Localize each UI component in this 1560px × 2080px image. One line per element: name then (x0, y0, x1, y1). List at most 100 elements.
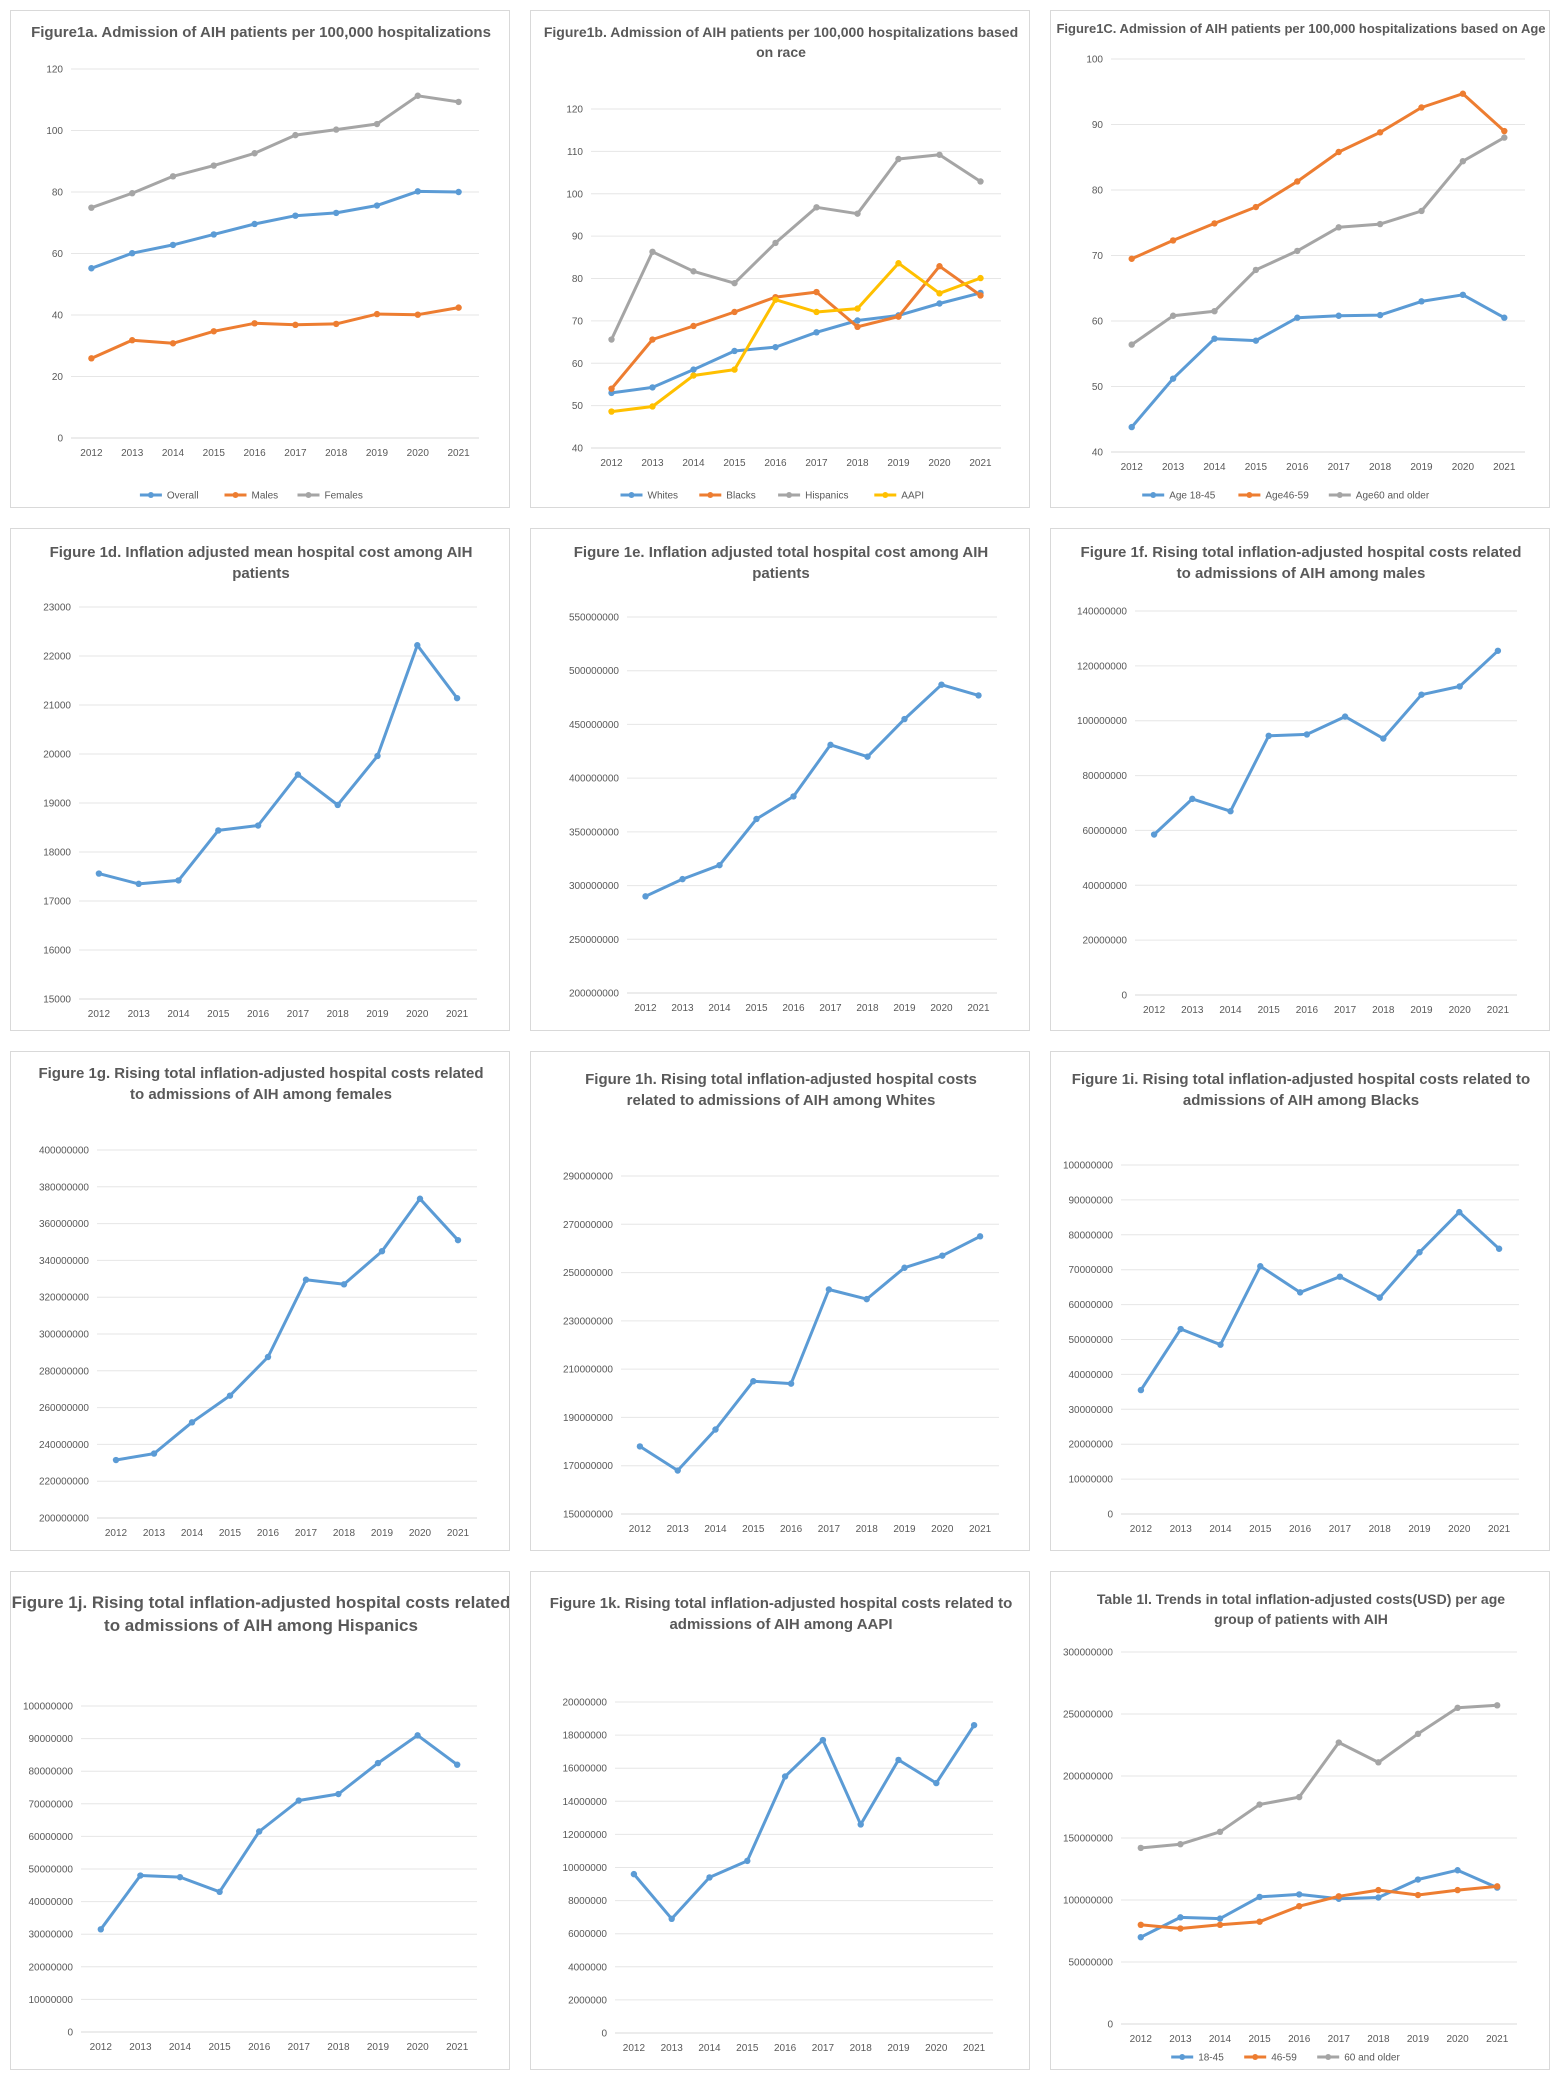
data-point (1459, 157, 1467, 165)
data-point (895, 260, 902, 267)
data-point (416, 1195, 424, 1202)
x-tick-label: 2014 (1203, 462, 1226, 473)
x-tick-label: 2020 (406, 1009, 429, 1020)
data-point (1257, 1263, 1264, 1270)
x-tick-label: 2020 (930, 1003, 953, 1014)
data-point (933, 1779, 940, 1787)
data-point (976, 1233, 984, 1240)
y-tick-label: 10000000 (1069, 1475, 1114, 1486)
data-point (1418, 298, 1425, 305)
legend-item: AAPI (874, 491, 924, 502)
fig1e-panel: Figure 1e. Inflation adjusted total hosp… (530, 528, 1030, 1031)
data-point (668, 1915, 675, 1923)
x-tick-label: 2021 (1493, 462, 1516, 473)
y-tick-label: 210000000 (563, 1365, 613, 1376)
y-tick-label: 60000000 (1083, 826, 1128, 837)
data-point (1380, 735, 1387, 742)
data-point (454, 1761, 461, 1768)
y-tick-label: 40 (572, 444, 584, 455)
y-tick-label: 100 (46, 126, 63, 137)
x-tick-label: 2018 (856, 1524, 879, 1535)
data-point (690, 322, 697, 330)
x-tick-label: 2012 (1121, 462, 1144, 473)
fig1a-title: Figure1a. Admission of AIH patients per … (31, 24, 491, 41)
fig1b-panel: Figure1b. Admission of AIH patients per … (530, 10, 1030, 508)
y-tick-label: 220000000 (39, 1477, 89, 1488)
y-tick-label: 30000000 (29, 1930, 74, 1941)
series-line-females (89, 94, 461, 210)
y-tick-label: 80000000 (1083, 771, 1128, 782)
legend-label: Age46-59 (1265, 491, 1309, 502)
y-tick-label: 17000 (43, 897, 71, 908)
x-tick-label: 2017 (1328, 2034, 1351, 2045)
y-tick-label: 40000000 (1069, 1370, 1114, 1381)
x-tick-label: 2018 (325, 448, 348, 459)
fig1i-title: Figure 1i. Rising total inflation-adjust… (1072, 1071, 1530, 1109)
y-tick-label: 0 (67, 2028, 73, 2039)
data-point (1414, 1730, 1422, 1738)
y-tick-label: 20000000 (1069, 1440, 1114, 1451)
x-tick-label: 2019 (893, 1524, 916, 1535)
x-tick-label: 2013 (128, 1009, 151, 1020)
data-point (787, 1380, 795, 1387)
legend-label: AAPI (901, 491, 924, 502)
y-tick-label: 18000 (43, 848, 71, 859)
x-tick-label: 2018 (850, 2043, 873, 2054)
y-tick-label: 320000000 (39, 1293, 89, 1304)
data-point (1150, 831, 1158, 838)
x-tick-label: 2020 (925, 2043, 948, 2054)
data-point (1137, 1844, 1144, 1852)
legend-label: Females (325, 491, 363, 502)
x-tick-label: 2020 (1449, 1005, 1472, 1016)
legend-item: Age60 and older (1328, 491, 1430, 502)
data-point (895, 1756, 902, 1764)
fig1b-svg: Figure1b. Admission of AIH patients per … (544, 24, 1018, 502)
data-point (1414, 1891, 1422, 1899)
data-point (690, 366, 697, 373)
y-tick-label: 50 (1092, 382, 1104, 393)
y-tick-label: 12000000 (563, 1830, 608, 1841)
x-tick-label: 2018 (1369, 462, 1392, 473)
data-point (790, 793, 797, 800)
fig1h-panel: Figure 1h. Rising total inflation-adjust… (530, 1051, 1030, 1551)
data-point (1137, 1386, 1145, 1394)
legend-label: 18-45 (1198, 2053, 1224, 2064)
data-point (1418, 207, 1425, 215)
legend-label: Age60 and older (1356, 491, 1430, 502)
y-tick-label: 100000000 (1077, 716, 1127, 727)
x-tick-label: 2012 (634, 1003, 657, 1014)
legend-label: Males (252, 491, 279, 502)
series-line-main (1152, 649, 1500, 836)
y-tick-label: 18000000 (563, 1731, 608, 1742)
data-point (333, 320, 340, 328)
x-tick-label: 2013 (641, 458, 664, 469)
x-tick-label: 2015 (745, 1003, 768, 1014)
data-point (95, 870, 103, 877)
data-point (642, 893, 649, 900)
data-point (1376, 220, 1384, 228)
data-point (1294, 247, 1301, 255)
data-point (977, 274, 984, 282)
y-tick-label: 300000000 (39, 1330, 89, 1341)
fig1k-panel: Figure 1k. Rising total inflation-adjust… (530, 1571, 1030, 2070)
data-point (854, 323, 861, 331)
x-tick-label: 2019 (366, 1009, 389, 1020)
x-tick-label: 2018 (1367, 2034, 1390, 2045)
data-point (1177, 1841, 1184, 1848)
y-tick-label: 60000000 (1069, 1300, 1114, 1311)
fig1f-title: Figure 1f. Rising total inflation-adjust… (1081, 544, 1522, 582)
fig1f-panel: Figure 1f. Rising total inflation-adjust… (1050, 528, 1550, 1031)
fig1k-title: Figure 1k. Rising total inflation-adjust… (550, 1595, 1013, 1633)
data-point (1335, 148, 1342, 156)
y-tick-label: 0 (1107, 1510, 1113, 1521)
x-tick-label: 2019 (1410, 462, 1433, 473)
data-point (813, 204, 820, 211)
data-point (1416, 1249, 1423, 1256)
data-point (649, 336, 656, 343)
x-tick-label: 2017 (812, 2043, 835, 2054)
data-point (781, 1773, 789, 1780)
data-point (1494, 1883, 1501, 1890)
data-point (1256, 1918, 1263, 1925)
data-point (340, 1281, 348, 1288)
y-tick-label: 70000000 (29, 1799, 74, 1810)
